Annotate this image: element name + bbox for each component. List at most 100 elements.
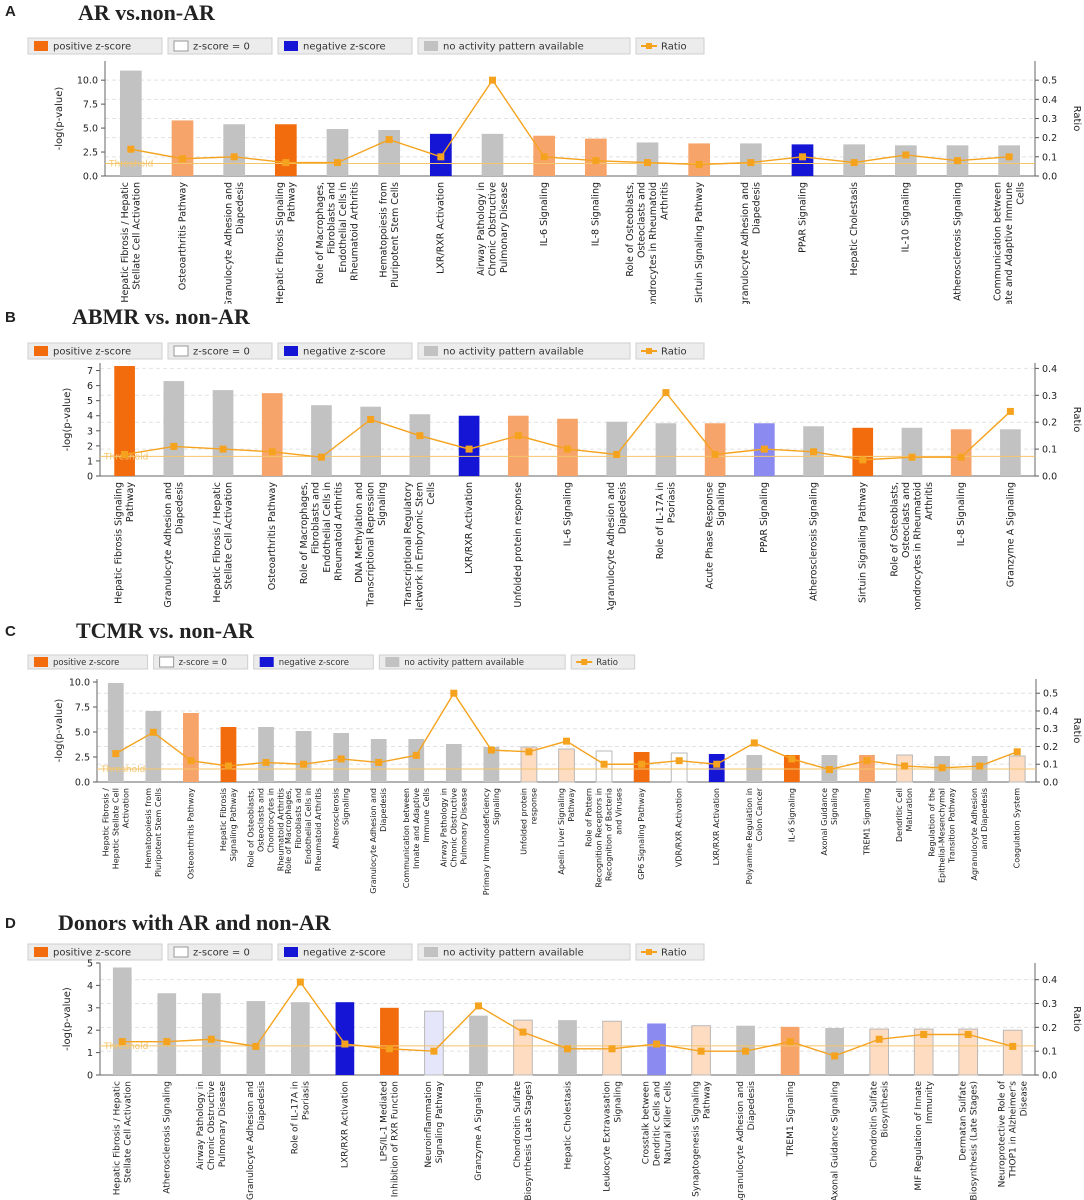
ratio-tick-label: 0.0	[1042, 472, 1057, 483]
ratio-axis-title: Ratio	[1071, 718, 1082, 744]
ratio-point	[810, 448, 818, 456]
x-tick-label-line: Arthritis	[660, 182, 671, 220]
x-tick-label-line: Atherosclerosis Signaling	[952, 182, 963, 301]
x-tick-label-line: Signaling	[613, 1081, 623, 1123]
legend-z-score-zero: z-score = 0	[167, 342, 273, 360]
ratio-point	[653, 1040, 661, 1048]
legend-no-activity-pattern-label: no activity pattern available	[443, 42, 584, 53]
ratio-point	[230, 153, 238, 161]
ratio-point	[697, 1047, 705, 1055]
x-tick-label-line: Sirtuin Signaling Pathway	[694, 182, 705, 303]
x-tick-label-line: Natural Killer Cells	[663, 1081, 673, 1164]
x-tick-label-line: Role of Pattern	[585, 788, 594, 847]
x-tick-label: Hepatic Fibrosis Signaling Pathway	[219, 788, 238, 862]
bar	[950, 429, 972, 476]
x-tick-label-line: Disease	[1019, 1081, 1029, 1117]
legend-ratio: Ratio	[635, 37, 705, 55]
ratio-point	[1005, 153, 1013, 161]
x-tick-label-line: Rheumatoid Arthritis	[334, 482, 345, 581]
bar	[163, 381, 185, 476]
legend-positive-z-score-label: positive z-score	[53, 42, 131, 53]
ratio-axis-title: Ratio	[1071, 106, 1082, 132]
legend-negative-z-score-box	[277, 943, 413, 961]
x-tick-label: Acute Phase Response Signaling	[704, 482, 727, 589]
x-tick-label-line: Pathway	[125, 482, 136, 522]
ratio-point	[859, 456, 867, 464]
x-tick-label-line: Rheumatoid Arthritis	[314, 788, 323, 871]
legend-negative-z-score: negative z-score	[277, 943, 413, 961]
x-tick-label-line: Role of Osteoblasts,	[890, 482, 901, 577]
x-tick-label-line: response	[529, 788, 538, 824]
legend-positive-z-score-label: positive z-score	[53, 347, 131, 358]
legend-z-score-zero: z-score = 0	[153, 654, 249, 670]
bar	[1002, 1029, 1023, 1076]
x-tick-label-line: LXR/RXR Activation	[712, 788, 721, 865]
bar	[291, 1002, 310, 1075]
x-tick-label-line: Pluripotent Stem Cells	[390, 182, 401, 288]
bar	[655, 423, 677, 476]
bar	[901, 427, 923, 476]
x-tick-label-line: Immunity	[925, 1080, 935, 1124]
bar	[223, 124, 246, 176]
legend-positive-z-score: positive z-score	[27, 342, 163, 360]
x-tick-label: Airway Pathology in Chronic Obstructive Pu…	[196, 1081, 228, 1171]
x-tick-label-line: Hepatic Cholestasis	[563, 1081, 573, 1170]
x-tick-label-line: Axonal Guidance	[820, 788, 829, 856]
x-tick-label: Sirtuin Signaling Pathway	[858, 482, 869, 603]
legend-positive-z-score-box	[27, 943, 163, 961]
y-axis-title: -log(p-value)	[54, 699, 65, 763]
legend-positive-z-score: positive z-score	[27, 37, 163, 55]
legend-ratio-label: Ratio	[661, 347, 687, 358]
threshold-label: Threshold	[103, 1042, 148, 1052]
legend-negative-z-score-swatch	[259, 657, 274, 667]
legend-negative-z-score-box	[277, 37, 413, 55]
ratio-point	[713, 760, 721, 768]
legend-ratio-label: Ratio	[661, 42, 687, 53]
legend-z-score-zero: z-score = 0	[167, 37, 273, 55]
x-tick-label-line: Rheumatoid Arthritis	[350, 182, 361, 281]
x-tick-label: Synaptogenesis Signaling Pathway	[691, 1080, 712, 1196]
x-tick-label-line: Diapedesis	[747, 1081, 757, 1131]
bar	[958, 1028, 979, 1076]
bar	[507, 415, 529, 476]
ratio-tick-label: 0.1	[1042, 1047, 1057, 1058]
ratio-point	[224, 762, 232, 770]
legend-ratio: Ratio	[635, 342, 705, 360]
x-tick-label-line: Granzyme A Signaling	[1005, 482, 1016, 587]
x-tick-label-line: Chondrocytes in Rheumatoid	[913, 482, 924, 610]
x-tick-label-line: Cells	[426, 482, 437, 505]
ratio-point	[786, 1038, 794, 1046]
x-tick-label-line: Pulmonary Disease	[218, 1081, 228, 1168]
x-tick-label-line: Agranulocyte Adhesion and	[740, 182, 751, 304]
y-tick-label: 6	[87, 381, 93, 392]
legend-no-activity-pattern-swatch	[424, 41, 438, 51]
x-tick-label-line: Unfolded protein response	[513, 482, 524, 608]
ratio-point	[337, 755, 345, 763]
legend-negative-z-score-label: negative z-score	[303, 948, 386, 959]
x-tick-label-line: Signaling	[492, 788, 501, 825]
ratio-point	[179, 155, 186, 163]
panel-title-b: ABMR vs. non-AR	[72, 304, 250, 329]
y-tick-label: 0	[87, 1071, 93, 1082]
legend-ratio-label: Ratio	[661, 948, 687, 959]
x-tick-label: Role of IL-17A in Psoriasis	[291, 1081, 312, 1155]
ratio-axis-title: Ratio	[1071, 407, 1082, 433]
legend-negative-z-score: negative z-score	[277, 342, 413, 360]
ratio-point	[525, 748, 533, 756]
legend-positive-z-score: positive z-score	[27, 654, 149, 670]
bar	[114, 366, 135, 476]
ratio-point	[187, 757, 195, 765]
legend-z-score-zero-label: z-score = 0	[179, 658, 227, 668]
x-tick-label: LXR/RXR Activation	[464, 482, 475, 574]
x-tick-label: Hepatic Fibrosis / Hepatic Stellate Cell …	[113, 1081, 134, 1195]
x-tick-label-line: Role of IL-17A in	[291, 1081, 301, 1154]
x-tick-label-line: Fibroblasts and	[327, 182, 338, 254]
chart-panel-d: positive z-score z-score = 0 negative z-sc…	[27, 943, 1082, 1200]
x-tick-label: Airway Pathology in Chronic Obstructive Pu…	[476, 182, 510, 276]
x-tick-label-line: PPAR Signaling	[759, 482, 770, 553]
y-tick-label: 2.5	[83, 148, 98, 159]
ratio-point	[831, 1052, 839, 1060]
ratio-point	[964, 1030, 972, 1038]
ratio-point	[675, 757, 683, 765]
x-tick-label-line: Synaptogenesis Signaling	[691, 1081, 701, 1197]
